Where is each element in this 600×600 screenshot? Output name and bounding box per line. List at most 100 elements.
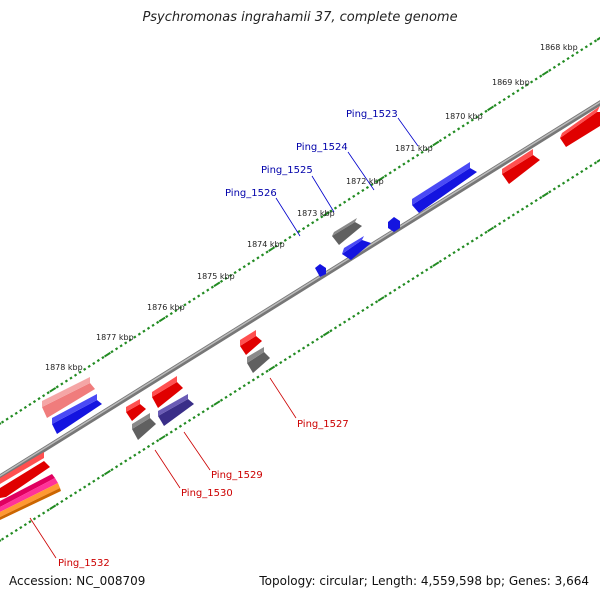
tick-label: 1868 kbp xyxy=(540,43,578,52)
minor-tick xyxy=(402,162,406,166)
gene-label-ping-1530[interactable]: Ping_1530 xyxy=(181,488,233,499)
minor-tick xyxy=(343,200,347,204)
minor-tick xyxy=(78,488,82,492)
minor-tick xyxy=(101,355,105,360)
gene-ping-1525[interactable] xyxy=(342,236,371,260)
major-tick xyxy=(322,211,330,217)
minor-tick xyxy=(83,367,87,371)
minor-tick xyxy=(228,392,233,396)
gene-ping-1532[interactable] xyxy=(0,474,61,520)
minor-tick xyxy=(228,273,233,278)
minor-tick xyxy=(92,479,96,483)
major-tick xyxy=(377,175,385,182)
minor-tick xyxy=(128,338,132,342)
minor-tick xyxy=(507,216,511,220)
minor-tick xyxy=(174,309,178,313)
minor-tick xyxy=(397,165,401,169)
minor-tick xyxy=(187,300,192,304)
minor-tick xyxy=(333,206,338,210)
minor-tick xyxy=(415,153,420,157)
minor-tick xyxy=(197,413,201,417)
minor-tick xyxy=(411,156,415,160)
gene-ping-1527-gray[interactable] xyxy=(247,347,270,373)
minor-tick xyxy=(329,329,333,333)
minor-tick xyxy=(279,361,283,365)
minor-tick xyxy=(114,347,119,351)
major-tick xyxy=(0,422,2,425)
gene-ping-1527[interactable] xyxy=(240,330,262,355)
minor-tick xyxy=(119,462,123,466)
minor-tick xyxy=(288,235,292,239)
major-tick xyxy=(49,387,57,393)
minor-tick xyxy=(256,375,260,379)
gene-ping-1530[interactable] xyxy=(132,413,156,440)
minor-tick xyxy=(73,491,78,495)
minor-tick xyxy=(260,253,265,257)
minor-tick xyxy=(470,239,474,243)
minor-tick xyxy=(110,350,114,354)
gene-ping-1526-gray[interactable] xyxy=(332,218,362,245)
minor-tick xyxy=(529,201,534,205)
minor-tick xyxy=(210,404,214,408)
minor-tick xyxy=(165,314,169,319)
minor-tick xyxy=(397,285,401,289)
gene-red-mid-2[interactable] xyxy=(126,399,146,421)
minor-tick xyxy=(64,497,69,501)
gene-label-ping-1523[interactable]: Ping_1523 xyxy=(346,109,398,120)
gene-red-top-right-1[interactable] xyxy=(560,106,600,147)
major-tick xyxy=(158,316,166,323)
minor-tick xyxy=(301,226,306,231)
minor-tick xyxy=(156,320,160,324)
minor-tick xyxy=(311,340,315,344)
minor-tick xyxy=(301,346,306,350)
minor-tick xyxy=(251,378,255,382)
minor-tick xyxy=(14,411,18,415)
minor-tick xyxy=(128,456,132,460)
gene-ping-1529[interactable] xyxy=(158,394,194,426)
gene-label-ping-1524[interactable]: Ping_1524 xyxy=(296,142,348,153)
minor-tick xyxy=(529,80,534,84)
gene-label-ping-1529[interactable]: Ping_1529 xyxy=(211,470,263,481)
minor-tick xyxy=(493,103,497,108)
gene-ping-1524[interactable] xyxy=(388,217,400,232)
minor-tick xyxy=(484,109,488,113)
gene-red-mid-1[interactable] xyxy=(152,376,183,408)
minor-tick xyxy=(283,238,287,242)
gene-label-ping-1525[interactable]: Ping_1525 xyxy=(261,165,313,176)
minor-tick xyxy=(23,405,27,409)
gene-label-ping-1532[interactable]: Ping_1532 xyxy=(58,558,110,569)
gene-blue-left[interactable] xyxy=(52,394,102,434)
gene-red-bottom-left[interactable] xyxy=(0,452,50,498)
minor-tick xyxy=(438,259,442,263)
minor-tick xyxy=(443,136,447,140)
minor-tick xyxy=(429,265,433,269)
gene-pink-left[interactable] xyxy=(42,377,95,418)
gene-ping-1523[interactable] xyxy=(412,162,477,213)
minor-tick xyxy=(5,534,9,538)
gene-ping-1526[interactable] xyxy=(315,264,326,277)
minor-tick xyxy=(169,312,173,316)
minor-tick xyxy=(279,241,283,245)
minor-tick xyxy=(552,187,556,191)
minor-tick xyxy=(525,204,529,208)
major-tick xyxy=(487,105,495,112)
minor-tick xyxy=(593,39,598,43)
major-tick xyxy=(158,435,166,441)
minor-tick xyxy=(425,147,429,151)
minor-tick xyxy=(475,236,479,240)
gene-label-ping-1527[interactable]: Ping_1527 xyxy=(297,419,349,430)
gene-label-ping-1526[interactable]: Ping_1526 xyxy=(225,188,277,199)
minor-tick xyxy=(374,180,379,184)
minor-tick xyxy=(224,276,228,280)
major-tick xyxy=(541,70,549,76)
minor-tick xyxy=(197,294,201,298)
minor-tick xyxy=(124,459,128,463)
tick-track-lower xyxy=(0,158,600,542)
minor-tick xyxy=(247,262,251,266)
minor-tick xyxy=(388,291,392,295)
map-title: Psychromonas ingrahamii 37, complete gen… xyxy=(142,10,458,25)
minor-tick xyxy=(333,326,338,330)
minor-tick xyxy=(347,197,351,201)
gene-red-top-right-2[interactable] xyxy=(502,149,540,184)
minor-tick xyxy=(92,361,96,366)
